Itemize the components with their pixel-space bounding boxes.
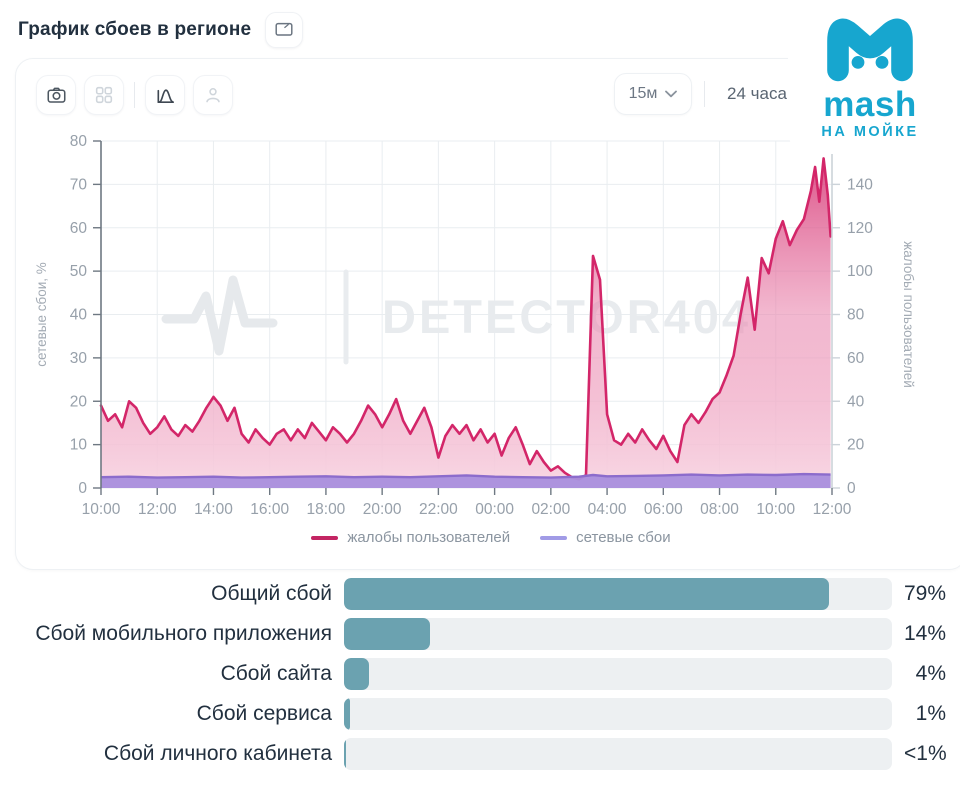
outage-type-label: Сбой сайта — [220, 662, 332, 685]
left-axis-tick-label: 80 — [70, 133, 88, 150]
legend-item[interactable]: сетевые сбои — [540, 529, 671, 546]
logo-backdrop — [788, 0, 960, 154]
legend-label: жалобы пользователей — [347, 529, 511, 546]
outage-type-label: Сбой личного кабинета — [103, 742, 332, 765]
x-axis-tick-label: 02:00 — [531, 501, 570, 518]
x-axis-tick-label: 22:00 — [419, 501, 458, 518]
network-line — [100, 472, 831, 479]
outage-bar-fill — [344, 578, 829, 610]
area-chart-icon — [156, 88, 174, 103]
left-axis-tick-label: 60 — [70, 220, 88, 237]
outage-bar-track — [344, 578, 892, 610]
range-24h-button[interactable]: 24 часа — [727, 84, 787, 103]
right-axis-title: жалобы пользователей — [901, 241, 916, 388]
left-axis-tick-label: 30 — [70, 350, 88, 367]
person-icon — [206, 87, 220, 103]
grid-view-button[interactable] — [84, 75, 124, 115]
right-axis-tick-label: 120 — [847, 220, 873, 237]
left-axis-tick-label: 20 — [70, 393, 88, 410]
legend-label: сетевые сбои — [576, 529, 671, 546]
fullscreen-button[interactable] — [265, 12, 304, 48]
chevron-down-icon — [665, 90, 678, 98]
outage-bar-fill — [344, 738, 347, 770]
left-axis-title: сетевые сбои, % — [34, 262, 49, 367]
outage-percentage: 1% — [915, 702, 946, 725]
chart-type-button[interactable] — [145, 75, 185, 115]
page-title: График сбоев в регионе — [18, 19, 252, 40]
chart-toolbar — [36, 73, 946, 117]
logo-wordmark: mash — [823, 85, 917, 124]
interval-value: 15м — [628, 85, 658, 102]
toolbar-divider — [134, 82, 135, 108]
mash-m-icon — [827, 18, 913, 82]
x-axis-tick-label: 20:00 — [363, 501, 402, 518]
x-axis-tick-label: 06:00 — [644, 501, 683, 518]
camera-icon — [46, 87, 66, 103]
outage-type-row: Сбой сайта 4% — [0, 658, 960, 690]
header: График сбоев в регионе — [18, 12, 304, 48]
x-axis-tick-label: 10:00 — [756, 501, 795, 518]
outage-bar-track — [344, 738, 892, 770]
right-axis-tick-label: 0 — [847, 480, 856, 497]
range-divider — [704, 81, 705, 107]
chart-legend: жалобы пользователей сетевые сбои — [16, 529, 960, 546]
x-axis-tick-label: 00:00 — [475, 501, 514, 518]
watermark-text: DETECTOR404 — [382, 290, 751, 343]
monitor-icon — [275, 22, 293, 36]
left-axis-tick-label: 70 — [70, 176, 88, 193]
mash-logo: mash НА МОЙКЕ — [790, 4, 950, 140]
outage-bar-track — [344, 618, 892, 650]
range-controls: 15м 24 часа — [614, 73, 787, 115]
outage-type-row: Сбой сервиса 1% — [0, 698, 960, 730]
outage-type-row: Сбой мобильного приложения 14% — [0, 618, 960, 650]
profile-button[interactable] — [193, 75, 233, 115]
left-axis-tick-label: 10 — [70, 437, 88, 454]
outage-bars: Общий сбой 79% Сбой мобильного приложения 1… — [0, 578, 960, 778]
outage-bar-fill — [344, 698, 351, 730]
right-axis-tick-label: 80 — [847, 307, 865, 324]
right-axis-tick-label: 100 — [847, 263, 873, 280]
x-axis-tick-label: 10:00 — [82, 501, 121, 518]
right-axis-tick-label: 140 — [847, 176, 873, 193]
outage-percentage: 4% — [915, 662, 946, 685]
interval-select[interactable]: 15м — [614, 73, 692, 115]
legend-item[interactable]: жалобы пользователей — [311, 529, 510, 546]
watermark-pulse-icon — [161, 275, 278, 356]
outage-percentage: 14% — [904, 622, 947, 645]
x-axis-tick-label: 18:00 — [307, 501, 346, 518]
logo-tagline: НА МОЙКЕ — [821, 123, 919, 140]
outage-percentage: <1% — [904, 742, 947, 765]
screenshot-button[interactable] — [36, 75, 76, 115]
right-axis-tick-label: 40 — [847, 393, 865, 410]
left-axis-tick-label: 50 — [70, 263, 88, 280]
x-axis-tick-label: 12:00 — [813, 501, 852, 518]
right-axis-tick-label: 20 — [847, 437, 865, 454]
left-axis-tick-label: 0 — [78, 480, 87, 497]
outage-chart[interactable]: DETECTOR404 0 10 20 30 40 50 60 70 80 0 20 40 60 80 100… — [16, 59, 960, 571]
x-axis-tick-label: 08:00 — [700, 501, 739, 518]
left-axis-tick-label: 40 — [70, 307, 88, 324]
outage-type-label: Общий сбой — [211, 582, 332, 605]
right-axis-tick-label: 60 — [847, 350, 865, 367]
outage-bar-track — [344, 658, 892, 690]
legend-swatch — [311, 535, 339, 540]
grid-icon — [95, 86, 113, 104]
x-axis-tick-label: 14:00 — [194, 501, 233, 518]
outage-type-label: Сбой сервиса — [196, 702, 332, 725]
outage-bar-track — [344, 698, 892, 730]
outage-type-row: Общий сбой 79% — [0, 578, 960, 610]
outage-percentage: 79% — [904, 582, 947, 605]
outage-bar-fill — [344, 618, 430, 650]
legend-swatch — [540, 535, 568, 540]
outage-type-row: Сбой личного кабинета <1% — [0, 738, 960, 770]
complaints-area — [101, 158, 831, 488]
complaints-line — [99, 157, 832, 481]
x-axis-tick-label: 04:00 — [588, 501, 627, 518]
outage-type-label: Сбой мобильного приложения — [35, 622, 332, 645]
x-axis-tick-label: 16:00 — [250, 501, 289, 518]
x-axis-tick-label: 12:00 — [138, 501, 177, 518]
outage-bar-fill — [344, 658, 369, 690]
